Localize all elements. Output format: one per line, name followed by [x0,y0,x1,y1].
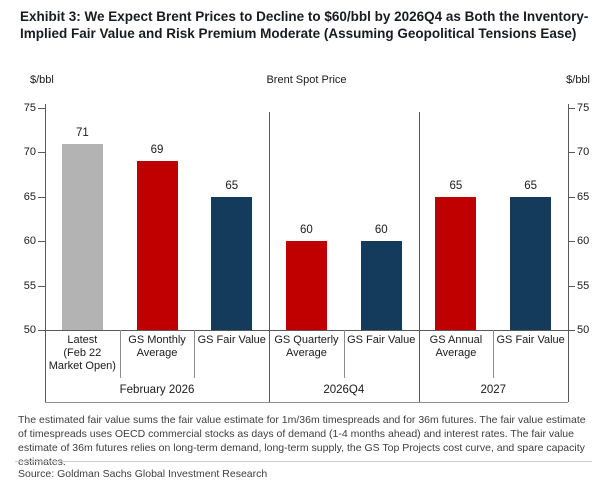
exhibit-title: Exhibit 3: We Expect Brent Prices to Dec… [20,9,589,41]
y-axis-tick-label: 60 [577,235,590,247]
chart-footnote: The estimated fair value sums the fair v… [18,414,586,468]
y-axis-tick [568,286,575,287]
y-axis-tick [38,152,45,153]
y-axis-tick-label: 55 [577,280,590,292]
y-axis-unit-right: $/bbl [566,74,590,86]
category-separator [119,330,121,378]
y-axis-tick-label: 50 [23,324,36,336]
bar-value-label: 65 [225,179,239,192]
chart-bar [360,241,402,330]
category-label: GS Fair Value [496,334,565,346]
category-label: GS Fair Value [197,334,266,346]
y-axis-tick-label: 75 [577,102,590,114]
y-axis-tick-label: 55 [23,280,36,292]
chart-bar [435,196,477,330]
category-label: GS Fair Value [347,334,416,346]
category-label: Latest (Feb 22 Market Open) [48,334,116,372]
chart-title: Brent Spot Price [266,74,347,86]
category-separator [493,330,495,378]
y-axis-tick [568,330,575,331]
y-axis-tick [38,286,45,287]
y-axis-unit-left: $/bbl [30,74,54,86]
category-label: GS Quarterly Average [274,334,339,359]
category-label: GS Monthly Average [128,334,186,359]
chart-bar [510,196,552,330]
y-axis-tick-label: 65 [577,191,590,203]
category-table-bottom-border [45,402,568,403]
category-separator [343,330,345,378]
y-axis-tick-label: 60 [23,235,36,247]
bar-value-label: 69 [150,144,164,157]
group-label: February 2026 [119,384,195,396]
y-axis-tick [568,197,575,198]
y-axis-tick-label: 65 [23,191,36,203]
y-axis-tick-label: 70 [577,146,590,158]
chart-bar [136,161,178,330]
bar-value-label: 60 [374,224,388,237]
bar-value-label: 60 [300,224,313,237]
y-axis-line-right [568,104,569,402]
group-divider [269,112,271,402]
y-axis-tick [568,241,575,242]
y-axis-tick [568,152,575,153]
y-axis-tick [38,241,45,242]
y-axis-tick [38,197,45,198]
y-axis-tick [568,108,575,109]
y-axis-tick-label: 50 [577,324,590,336]
bar-value-label: 71 [75,126,89,139]
y-axis-tick [38,108,45,109]
y-axis-line-left [45,104,46,402]
chart-plot-area: 50 50 55 55 60 60 65 65 70 70 75 75 71 Latest (Feb 22… [23,102,590,403]
bar-value-label: 65 [524,179,538,192]
category-separator [194,330,196,378]
chart-bar [61,143,103,330]
source-line: Source: Goldman Sachs Global Investment … [18,468,268,480]
bar-value-label: 65 [449,179,463,192]
chart-bar [211,196,253,330]
x-axis-line [45,330,568,331]
category-label: GS Annual Average [429,334,483,359]
source-divider [15,461,592,462]
y-axis-tick-label: 75 [23,102,36,114]
group-label: 2026Q4 [323,384,365,396]
chart-bar [286,241,327,330]
group-label: 2027 [480,384,507,396]
y-axis-tick-label: 70 [23,146,36,158]
y-axis-tick [38,330,45,331]
group-divider [418,112,420,402]
